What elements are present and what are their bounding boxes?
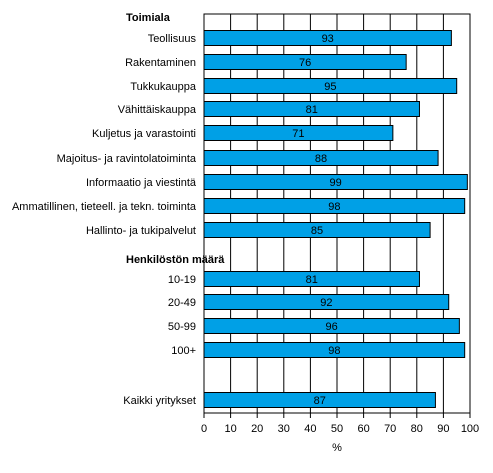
x-tick-label: 20	[251, 423, 263, 435]
bar	[203, 150, 439, 166]
bar	[203, 392, 436, 408]
category-label: Rakentaminen	[125, 57, 196, 69]
bar	[203, 30, 452, 46]
bar-value-label: 99	[330, 177, 342, 189]
bar-value-label: 87	[314, 395, 326, 407]
bar	[203, 54, 407, 70]
category-labels: Toimiala Teollisuus Rakentaminen Tukkukaupp…	[12, 12, 225, 407]
bar-value-label: 76	[299, 57, 311, 69]
x-tick-label: 0	[201, 423, 207, 435]
category-label: 100+	[171, 345, 196, 357]
x-tick-label: 10	[224, 423, 236, 435]
group-label: Toimiala	[126, 12, 171, 24]
bar	[203, 125, 394, 141]
bar	[203, 222, 431, 238]
bar	[203, 271, 420, 287]
x-tick-label: 50	[331, 423, 343, 435]
category-label: 10-19	[168, 274, 196, 286]
x-tick-label: 90	[437, 423, 449, 435]
category-label: Tukkukauppa	[130, 81, 197, 93]
category-label: 50-99	[168, 321, 196, 333]
bar-value-label: 71	[292, 128, 304, 140]
bar-value-label: 98	[328, 345, 340, 357]
x-tick-label: 100	[461, 423, 479, 435]
category-label: Hallinto- ja tukipalvelut	[86, 225, 196, 237]
bar-value-label: 92	[320, 297, 332, 309]
category-label: Teollisuus	[148, 33, 197, 45]
bar	[203, 198, 466, 214]
x-tick-label: 70	[384, 423, 396, 435]
bar	[203, 174, 468, 190]
x-tick-label: 30	[278, 423, 290, 435]
group-label: Henkilöstön määrä	[126, 254, 225, 266]
x-axis-title: %	[332, 442, 342, 454]
category-label: Kaikki yritykset	[123, 395, 196, 407]
bar	[203, 342, 466, 358]
x-axis: 0 10 20 30 40 50 60 70 80 90 100	[201, 413, 479, 435]
bar	[203, 78, 458, 94]
bar-value-label: 98	[328, 201, 340, 213]
category-label: Ammatillinen, tieteell. ja tekn. toimint…	[12, 201, 197, 213]
bar	[203, 101, 420, 117]
bar-value-label: 96	[326, 321, 338, 333]
bar-value-label: 85	[311, 225, 323, 237]
bar	[203, 294, 450, 310]
category-label: Majoitus- ja ravintolatoiminta	[57, 153, 197, 165]
category-label: Kuljetus ja varastointi	[92, 128, 196, 140]
x-tick-label: 80	[411, 423, 423, 435]
category-label: 20-49	[168, 297, 196, 309]
bar-value-label: 81	[306, 274, 318, 286]
category-label: Vähittäiskauppa	[118, 104, 197, 116]
x-tick-label: 40	[304, 423, 316, 435]
bar-value-label: 81	[306, 104, 318, 116]
x-tick-label: 60	[357, 423, 369, 435]
bar-value-label: 88	[315, 153, 327, 165]
bar-value-label: 93	[322, 33, 334, 45]
bar	[203, 318, 460, 334]
category-label: Informaatio ja viestintä	[86, 177, 197, 189]
bar-value-label: 95	[324, 81, 336, 93]
